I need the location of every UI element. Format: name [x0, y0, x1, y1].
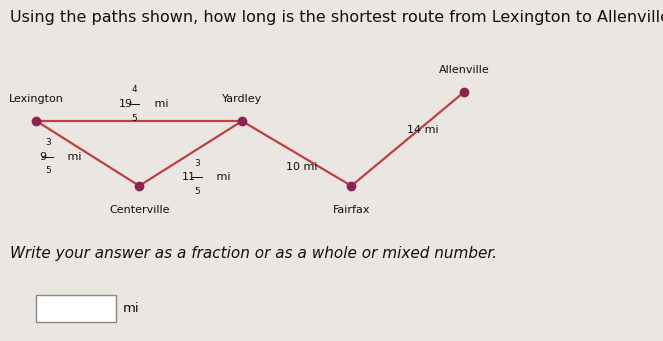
Text: 9: 9	[39, 152, 46, 162]
Text: 5: 5	[45, 166, 50, 175]
Text: mi: mi	[213, 172, 231, 182]
Text: Lexington: Lexington	[9, 94, 64, 104]
Text: 19: 19	[119, 99, 133, 109]
Text: 11: 11	[182, 172, 196, 182]
Text: 4: 4	[131, 86, 137, 94]
Text: mi: mi	[64, 152, 82, 162]
Text: 3: 3	[45, 138, 50, 147]
Text: Using the paths shown, how long is the shortest route from Lexington to Allenvil: Using the paths shown, how long is the s…	[10, 10, 663, 25]
Text: 5: 5	[194, 187, 200, 196]
Text: 14 mi: 14 mi	[407, 124, 439, 135]
Text: Allenville: Allenville	[439, 65, 489, 75]
Text: Yardley: Yardley	[222, 94, 262, 104]
Text: 5: 5	[131, 114, 137, 122]
FancyBboxPatch shape	[36, 295, 116, 322]
Text: mi: mi	[151, 99, 168, 109]
Text: 3: 3	[194, 159, 200, 168]
Text: 10 mi: 10 mi	[286, 162, 318, 172]
Text: Fairfax: Fairfax	[333, 205, 370, 214]
Text: mi: mi	[123, 302, 139, 315]
Text: Write your answer as a fraction or as a whole or mixed number.: Write your answer as a fraction or as a …	[10, 246, 497, 261]
Text: Centerville: Centerville	[109, 205, 170, 214]
